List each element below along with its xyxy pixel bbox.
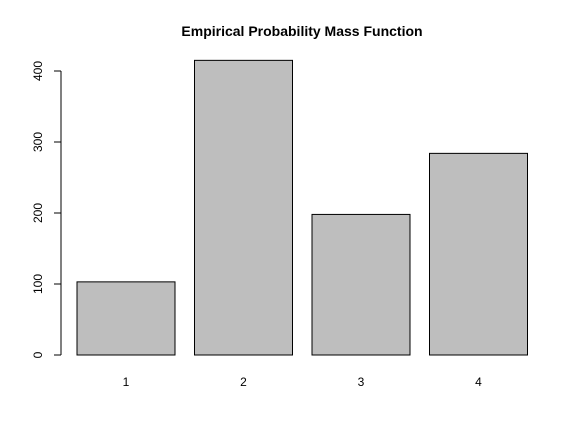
x-tick-label-2: 2 bbox=[240, 375, 247, 389]
y-tick-label-0: 0 bbox=[31, 351, 45, 358]
x-tick-label-4: 4 bbox=[475, 375, 482, 389]
bars-layer bbox=[76, 59, 528, 356]
bar-4 bbox=[429, 152, 528, 356]
x-tick-label-3: 3 bbox=[358, 375, 365, 389]
y-tick-label-400: 400 bbox=[31, 61, 45, 81]
y-tick-label-200: 200 bbox=[31, 203, 45, 223]
y-tick-label-100: 100 bbox=[31, 274, 45, 294]
bar-2 bbox=[194, 59, 293, 356]
y-axis: 0 100 200 300 400 bbox=[31, 61, 62, 358]
x-axis-labels: 1 2 3 4 bbox=[123, 375, 483, 389]
y-tick-label-300: 300 bbox=[31, 132, 45, 152]
x-tick-label-1: 1 bbox=[123, 375, 130, 389]
bar-1 bbox=[76, 281, 176, 356]
bar-3 bbox=[311, 213, 411, 356]
chart-title: Empirical Probability Mass Function bbox=[181, 23, 422, 39]
